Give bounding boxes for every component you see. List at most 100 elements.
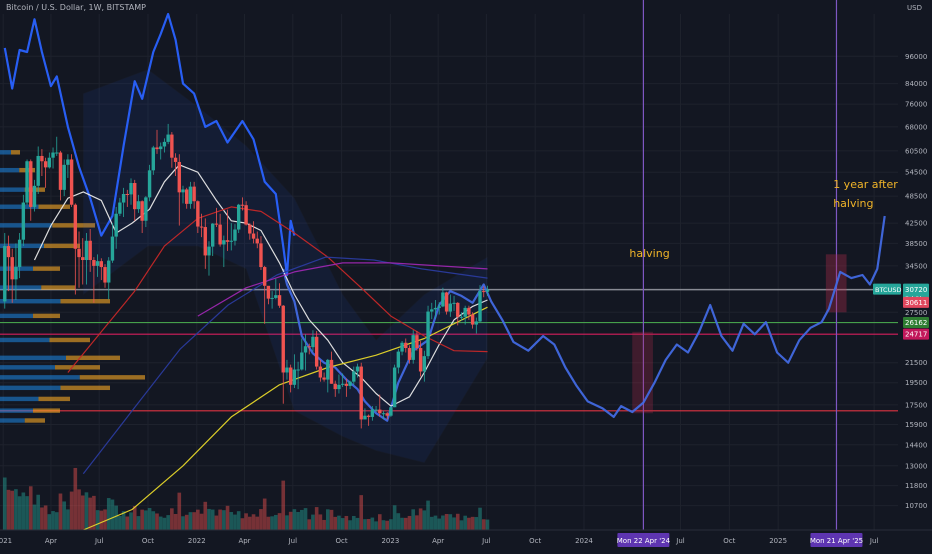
- candle-body: [385, 413, 389, 416]
- candle-body: [21, 202, 26, 240]
- price-axis-tick-label: 17500: [905, 401, 927, 409]
- volume-bar: [106, 498, 111, 530]
- volume-bar: [415, 515, 419, 530]
- candle-body: [95, 261, 100, 266]
- volume-bar: [333, 516, 338, 530]
- candle-body: [229, 240, 233, 242]
- candle-body: [207, 246, 211, 256]
- volume-bar: [259, 509, 263, 530]
- date-highlight-badge: [810, 533, 863, 547]
- volume-bar: [366, 519, 371, 530]
- series-line-0: [3, 12, 296, 277]
- volume-profile-bar: [0, 187, 25, 192]
- candle-body: [411, 335, 415, 360]
- price-badge: [903, 296, 929, 308]
- candle-body: [32, 185, 37, 207]
- candle-body: [73, 204, 78, 249]
- volume-bar: [236, 511, 241, 530]
- chart-title: Bitcoin / U.S. Dollar, 1W, BITSTAMP: [6, 3, 146, 12]
- volume-profile-bar: [0, 313, 33, 319]
- candle-body: [430, 309, 434, 312]
- candle-body: [437, 306, 441, 308]
- candle-body: [348, 381, 352, 386]
- price-badge: [903, 317, 929, 329]
- price-axis-tick-label: 42500: [905, 220, 927, 228]
- volume-bar: [73, 467, 78, 530]
- candle-body: [374, 409, 378, 411]
- volume-bar: [426, 500, 430, 530]
- volume-bar: [481, 519, 486, 530]
- candle-body: [255, 238, 259, 244]
- candle-body: [426, 311, 430, 357]
- price-badge-value: 26162: [905, 319, 927, 327]
- candle-body: [136, 201, 141, 210]
- candle-body: [88, 240, 92, 261]
- candle-body: [103, 267, 107, 283]
- candlestick-series: [3, 123, 490, 429]
- time-axis-tick-label: Apr: [45, 537, 57, 545]
- volume-profile-bar: [44, 243, 80, 249]
- candle-body: [29, 161, 33, 207]
- price-badge: [903, 328, 929, 340]
- volume-bar: [125, 516, 130, 530]
- volume-bar: [99, 510, 104, 530]
- volume-bar: [155, 513, 159, 530]
- candle-body: [363, 415, 367, 420]
- volume-bar: [288, 511, 293, 530]
- candle-body: [415, 335, 419, 349]
- candle-body: [6, 246, 11, 258]
- volume-bar: [351, 515, 356, 530]
- volume-bar: [114, 505, 118, 530]
- time-axis-tick-label: 2023: [381, 537, 399, 545]
- candle-body: [292, 369, 297, 385]
- time-axis-tick-label: 2021: [0, 537, 12, 545]
- volume-bar: [448, 514, 453, 530]
- candle-body: [470, 314, 475, 325]
- volume-bar: [344, 515, 349, 530]
- candle-body: [344, 383, 349, 386]
- time-axis-tick-label: Apr: [432, 537, 444, 545]
- price-axis-tick-label: 38500: [905, 240, 927, 248]
- candle-body: [314, 336, 319, 367]
- candle-body: [166, 134, 170, 142]
- candle-body: [196, 201, 200, 227]
- volume-bar: [392, 505, 397, 530]
- volume-bar: [32, 504, 37, 530]
- halving-shade-box: [632, 331, 653, 414]
- volume-bar: [452, 517, 456, 530]
- candle-body: [25, 161, 29, 203]
- annotation-text: halving: [833, 197, 873, 210]
- candle-body: [329, 359, 334, 384]
- candle-body: [147, 170, 152, 198]
- volume-bar: [151, 511, 156, 530]
- volume-bar: [467, 517, 471, 530]
- volume-bar: [40, 507, 44, 530]
- candle-body: [225, 240, 230, 242]
- candle-body: [300, 352, 304, 370]
- candle-body: [352, 371, 356, 382]
- volume-bar: [459, 520, 464, 530]
- volume-bar: [214, 515, 219, 530]
- time-axis-tick-label: Oct: [529, 537, 541, 545]
- volume-bar: [348, 520, 352, 530]
- candle-body: [51, 152, 55, 158]
- volume-bar: [6, 489, 11, 530]
- price-axis-tick-label: 76000: [905, 101, 927, 109]
- volume-bar: [411, 509, 415, 530]
- volume-bar: [325, 509, 330, 530]
- candle-body: [400, 342, 404, 352]
- volume-bar: [173, 513, 178, 530]
- volume-bar: [340, 518, 345, 530]
- candle-body: [370, 409, 375, 417]
- candle-body: [441, 292, 445, 307]
- series-line-1: [282, 215, 886, 422]
- candle-body: [55, 152, 59, 154]
- candle-body: [307, 346, 311, 348]
- volume-bar: [355, 517, 360, 530]
- volume-bar: [222, 510, 226, 530]
- candle-body: [43, 161, 48, 168]
- candle-body: [36, 155, 40, 186]
- time-axis: 2021 Apr Jul Oct 2022 Apr Jul Oct 2023 Apr Jul Oct 2…: [0, 529, 932, 550]
- volume-profile-bar: [0, 418, 25, 423]
